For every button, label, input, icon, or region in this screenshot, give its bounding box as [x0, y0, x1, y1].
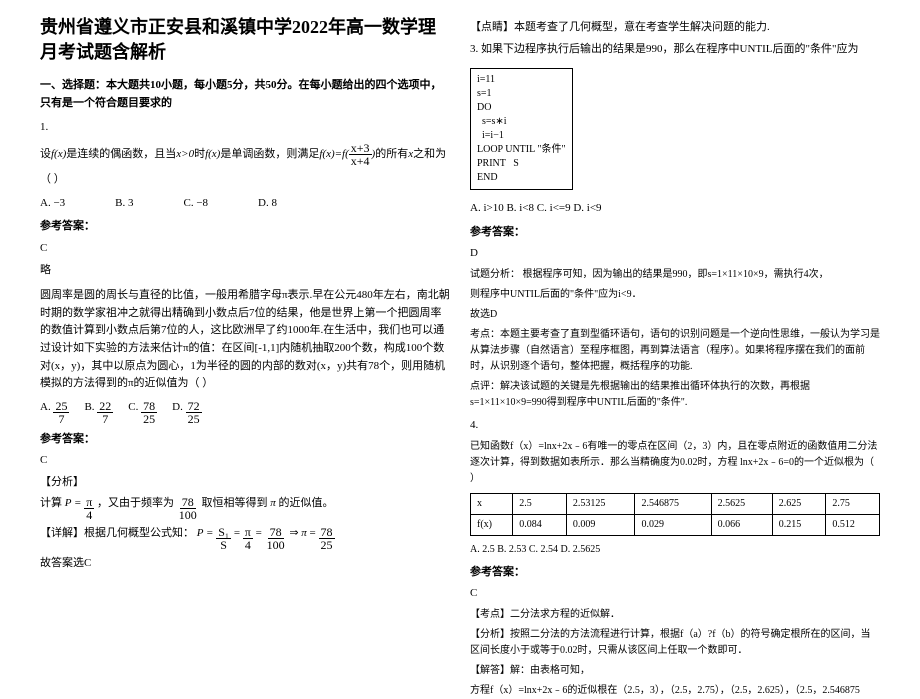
- q4-num: 4.: [470, 417, 880, 435]
- q3-a5: 点评：解决该试题的关键是先根据输出的结果推出循环体执行的次数，再根据s=1×11…: [470, 379, 880, 411]
- q4-a1: 【考点】二分法求方程的近似解．: [470, 607, 880, 623]
- q3-a4: 考点：本题主要考查了直到型循环语句，语句的识别问题是一个逆向性思维，一般认为学习…: [470, 327, 880, 375]
- q3-options: A. i>10 B. i<8 C. i<=9 D. i<9: [470, 200, 880, 218]
- q3-a3: 故选D: [470, 307, 880, 323]
- tip: 【点睛】本题考查了几何概型，意在考查学生解决问题的能力.: [470, 19, 880, 37]
- q1-paren: （ ）: [40, 171, 450, 189]
- q1-options: A. −3 B. 3 C. −8 D. 8: [40, 195, 450, 213]
- code-box: i=11 s=1 DO s=s∗i i=i−1 LOOP UNTIL "条件" …: [470, 68, 573, 190]
- q4-a3: 【解答】解：由表格可知，: [470, 663, 880, 679]
- q3-answer: D: [470, 245, 880, 263]
- q2-analysis-line1: 计算 P = π4 ，又由于频率为 78100 取恒相等得到 π 的近似值。: [40, 495, 450, 521]
- q3-a1: 试题分析： 根据程序可知，因为输出的结果是990，即s=1×11×10×9，需执…: [470, 267, 880, 283]
- q4-a4: 方程f（x）=lnx+2x﹣6的近似根在（2.5，3），（2.5，2.75），（…: [470, 683, 880, 699]
- q2-analysis-line2: 【详解】根据几何概型公式知： P = S₁S = π4 = 78100 ⇒ π …: [40, 525, 450, 551]
- q1-answer-label: 参考答案：: [40, 218, 450, 236]
- q2-analysis-line3: 故答案选C: [40, 555, 450, 573]
- q4-table: x 2.5 2.53125 2.546875 2.5625 2.625 2.75…: [470, 493, 880, 536]
- q2-text: 圆周率是圆的周长与直径的比值，一般用希腊字母π表示.早在公元480年左右，南北朝…: [40, 287, 450, 393]
- q2-options: A. 257 B. 227 C. 7825 D. 7225: [40, 399, 450, 425]
- q4-text: 已知函数f（x）=lnx+2x﹣6有唯一的零点在区间（2，3）内，且在零点附近的…: [470, 439, 880, 487]
- q1-note: 略: [40, 262, 450, 280]
- q3-a2: 则程序中UNTIL后面的"条件"应为i<9．: [470, 287, 880, 303]
- section1-heading: 一、选择题：本大题共10小题，每小题5分，共50分。在每小题给出的四个选项中，只…: [40, 77, 450, 112]
- q2-answer: C: [40, 452, 450, 470]
- q4-options: A. 2.5 B. 2.53 C. 2.54 D. 2.5625: [470, 542, 880, 558]
- q3-text: 3. 如果下边程序执行后输出的结果是990，那么在程序中UNTIL后面的"条件"…: [470, 41, 880, 59]
- q1-stem: 设f(x)是连续的偶函数，且当x>0时f(x)是单调函数，则满足f(x)=f(x…: [40, 142, 450, 167]
- q1-number: 1.: [40, 119, 450, 137]
- q4-answer-label: 参考答案：: [470, 564, 880, 582]
- q4-a2: 【分析】按照二分法的方法流程进行计算，根据f（a）?f（b）的符号确定根所在的区…: [470, 627, 880, 659]
- q3-answer-label: 参考答案：: [470, 224, 880, 242]
- q4-answer: C: [470, 585, 880, 603]
- q2-analysis-label: 【分析】: [40, 474, 450, 492]
- q1-answer: C: [40, 240, 450, 258]
- doc-title: 贵州省遵义市正安县和溪镇中学2022年高一数学理月考试题含解析: [40, 15, 450, 65]
- q2-answer-label: 参考答案：: [40, 431, 450, 449]
